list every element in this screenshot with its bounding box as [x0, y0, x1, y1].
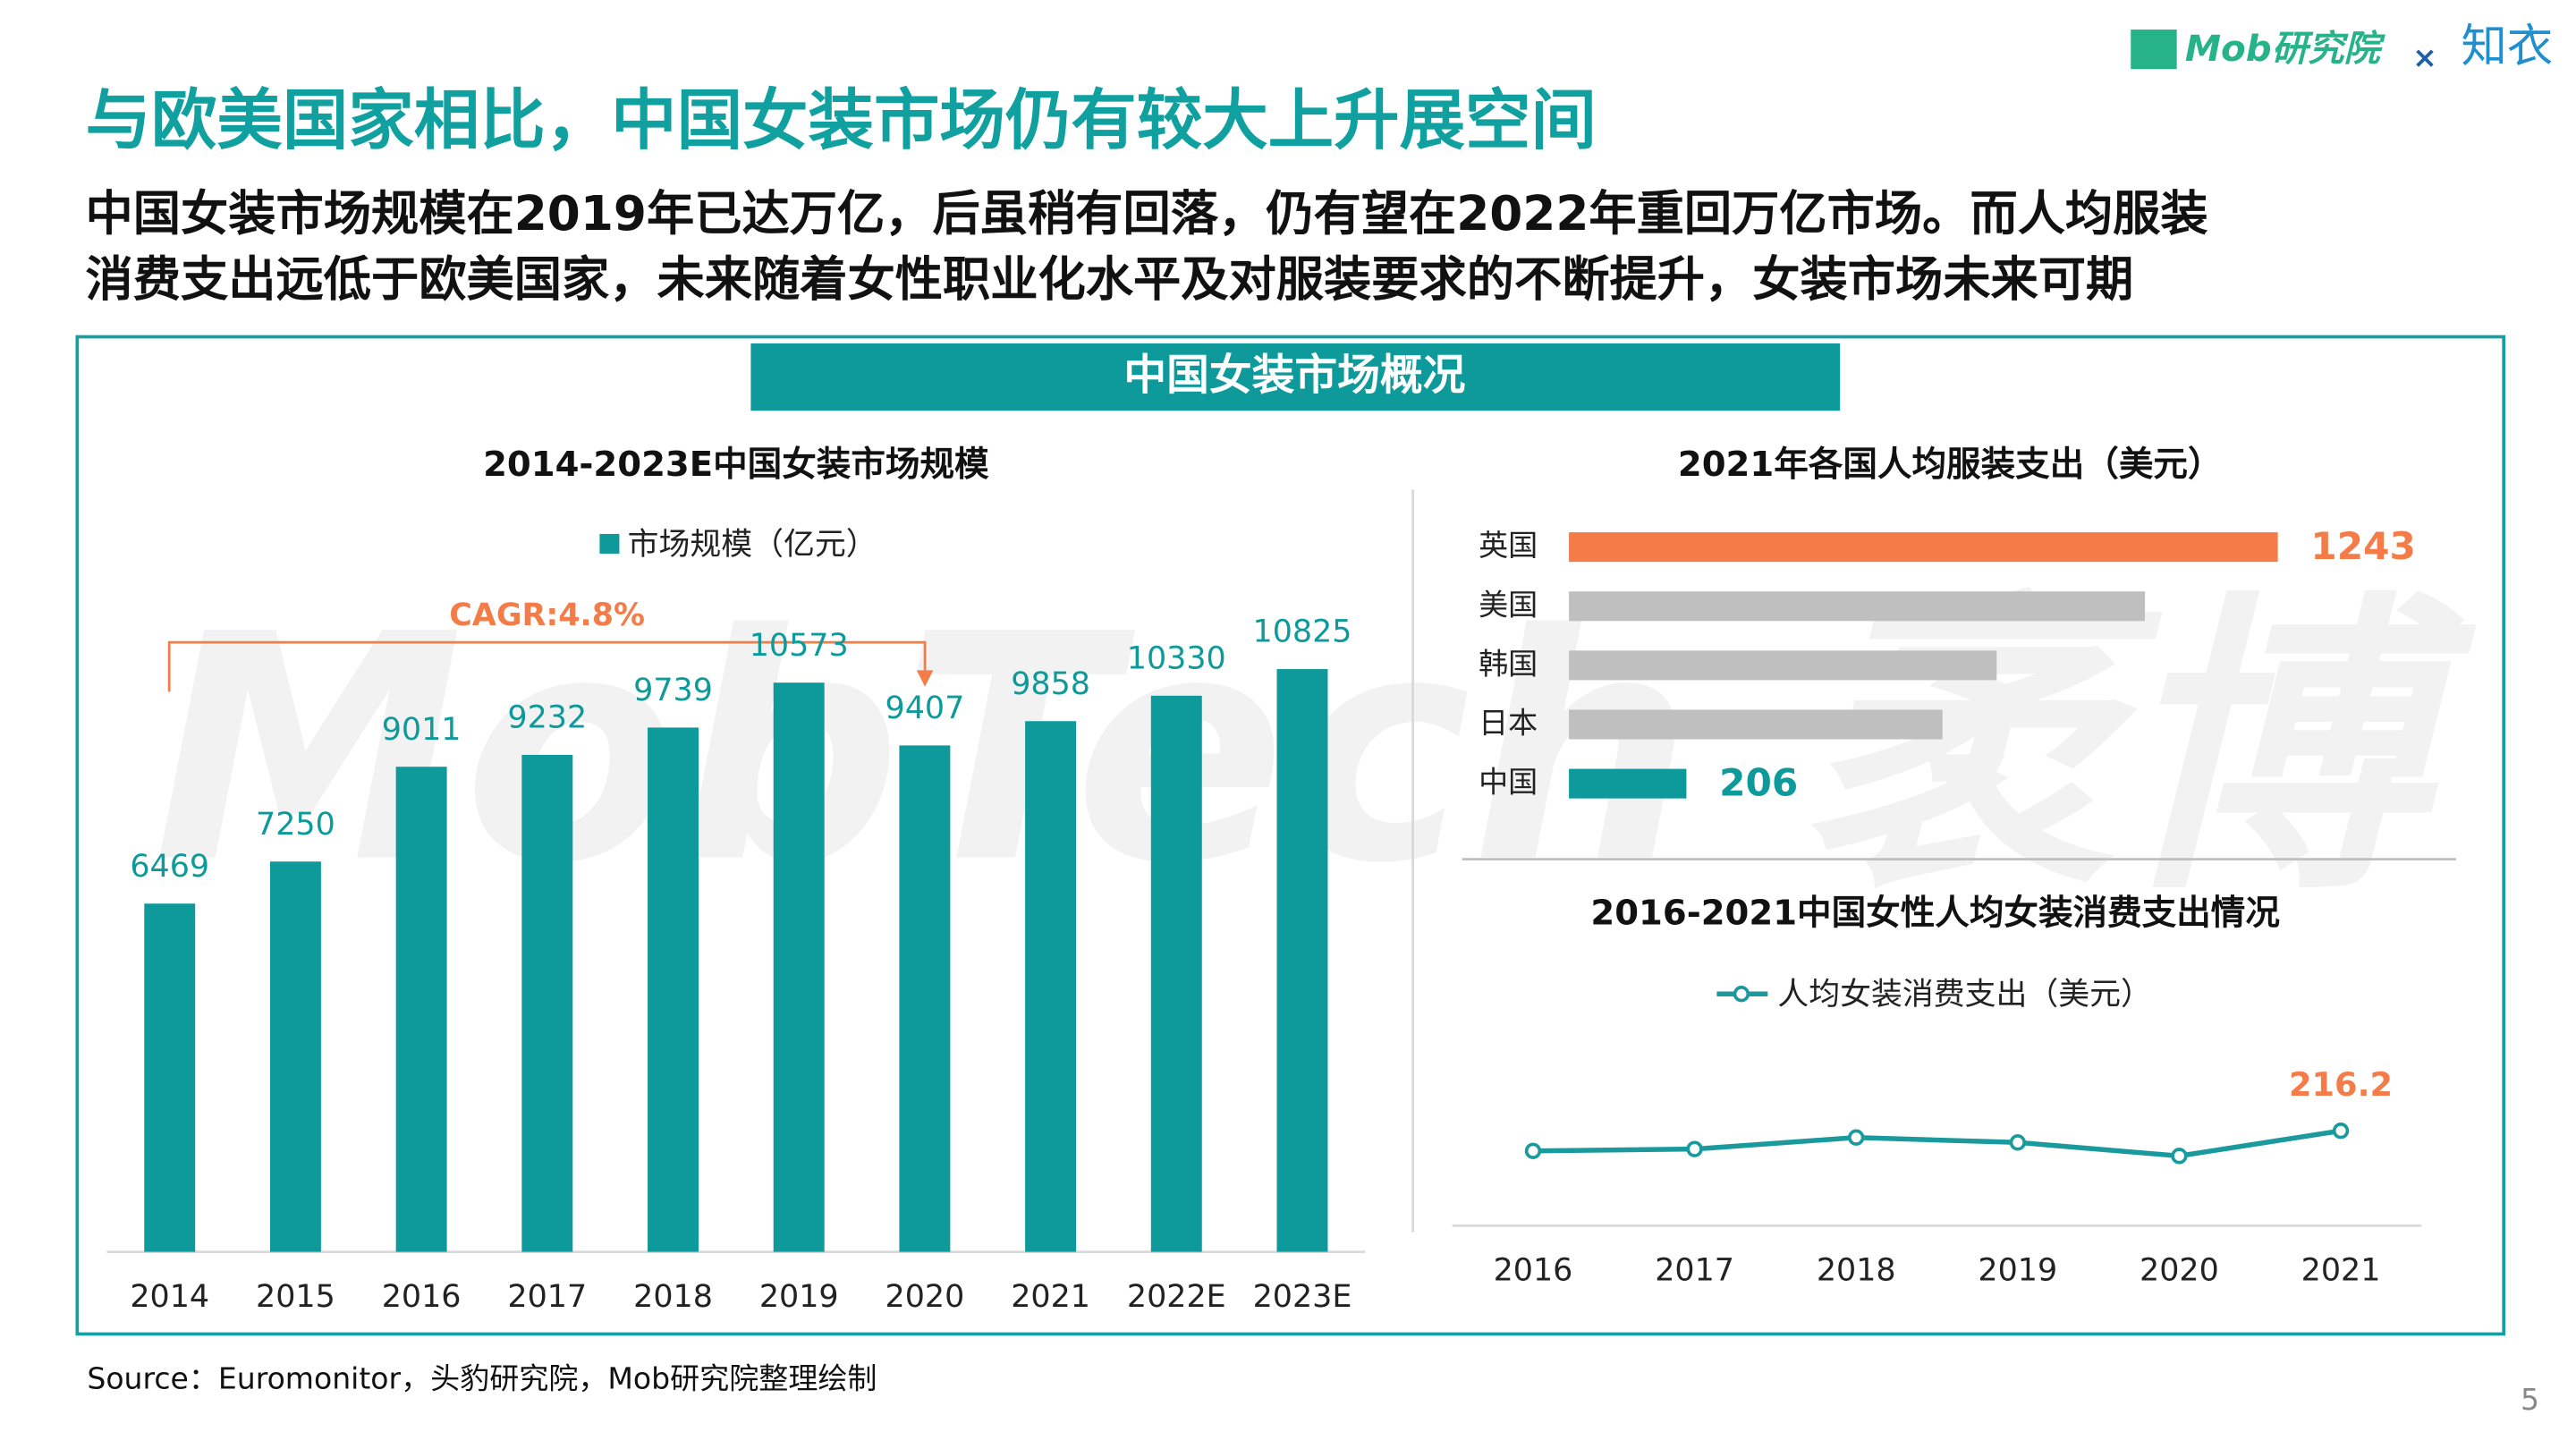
value-label: 9232	[507, 700, 587, 736]
logo-separator: ×	[2412, 40, 2437, 75]
x-tick-label: 2019	[759, 1279, 839, 1315]
chart-title: 2016-2021中国女性人均女装消费支出情况	[1590, 894, 2280, 934]
category-label: 韩国	[1479, 646, 1538, 681]
legend-swatch	[599, 533, 620, 554]
logo: Mob研究院	[2185, 27, 2386, 70]
line	[1532, 1128, 2342, 1159]
x-tick-label: 2018	[1817, 1253, 1896, 1289]
bar	[899, 745, 951, 1252]
value-label: 9011	[382, 712, 462, 748]
legend-marker	[1733, 986, 1750, 1003]
value-label: 1243	[2310, 524, 2416, 568]
category-label: 中国	[1479, 765, 1538, 800]
bar	[1150, 695, 1202, 1252]
panel-title: 中国女装市场概况	[1123, 351, 1465, 400]
bar	[1276, 669, 1328, 1252]
bar	[1569, 650, 1997, 681]
category-label: 英国	[1479, 528, 1538, 563]
value-label: 6469	[130, 849, 209, 885]
x-tick-label: 2017	[1655, 1253, 1734, 1289]
value-label: 10330	[1127, 640, 1226, 676]
panel-header	[750, 343, 1841, 411]
bar	[144, 903, 196, 1252]
cagr-bracket	[167, 640, 927, 692]
line-point	[1524, 1142, 1542, 1159]
x-tick-label: 2014	[130, 1279, 209, 1315]
x-tick-label: 2020	[886, 1279, 965, 1315]
page-number: 5	[2521, 1382, 2539, 1417]
bar	[773, 682, 825, 1252]
partner-logo: 知衣	[2461, 20, 2553, 73]
line-point	[2171, 1148, 2188, 1165]
category-label: 日本	[1479, 706, 1538, 741]
value-label: 206	[1719, 760, 1798, 804]
x-tick-label: 2016	[1494, 1253, 1573, 1289]
line-point	[1686, 1140, 1703, 1157]
source: Source：Euromonitor，头豹研究院，Mob研究院整理绘制	[87, 1360, 877, 1395]
bar	[521, 754, 573, 1252]
bar	[395, 767, 447, 1252]
legend-label: 市场规模（亿元）	[628, 527, 877, 563]
bar	[648, 727, 699, 1252]
x-tick-label: 2022E	[1127, 1279, 1226, 1315]
x-tick-label: 2019	[1978, 1253, 2057, 1289]
x-tick-label: 2018	[633, 1279, 713, 1315]
value-label: 10825	[1253, 614, 1352, 650]
value-label: 7250	[256, 807, 335, 843]
bar	[269, 861, 321, 1252]
chart-title: 2021年各国人均服装支出（美元）	[1678, 445, 2223, 485]
bar	[1025, 721, 1077, 1252]
bar	[1569, 768, 1687, 799]
value-label: 216.2	[2289, 1065, 2393, 1104]
x-tick-label: 2020	[2140, 1253, 2219, 1289]
x-tick-label: 2021	[2301, 1253, 2381, 1289]
x-tick-label: 2015	[256, 1279, 335, 1315]
value-label: 9739	[633, 673, 713, 708]
cagr-arrow	[916, 670, 934, 687]
bar	[1569, 709, 1943, 740]
page-title: 与欧美国家相比，中国女装市场仍有较大上升展空间	[86, 83, 1597, 159]
bar	[1569, 532, 2278, 563]
x-tick-label: 2017	[507, 1279, 587, 1315]
x-tick-label: 2021	[1011, 1279, 1090, 1315]
subtitle-line: 消费支出远低于欧美国家，未来随着女性职业化水平及对服装要求的不断提升，女装市场未…	[86, 252, 2134, 308]
annotation: CAGR:4.8%	[449, 597, 645, 633]
x-tick-label: 2023E	[1253, 1279, 1352, 1315]
value-label: 10573	[750, 628, 849, 664]
line-point	[2009, 1134, 2026, 1151]
x-tick-label: 2016	[382, 1279, 462, 1315]
line-point	[2332, 1123, 2350, 1140]
panel-frame	[75, 335, 2506, 1336]
chart-title: 2014-2023E中国女装市场规模	[483, 445, 989, 485]
value-label: 9858	[1011, 666, 1090, 702]
legend-label: 人均女装消费支出（美元）	[1777, 977, 2152, 1013]
line-point	[1848, 1129, 1865, 1146]
category-label: 美国	[1479, 587, 1538, 622]
subtitle-line: 中国女装市场规模在2019年已达万亿，后虽稍有回落，仍有望在2022年重回万亿市…	[86, 186, 2208, 242]
value-label: 9407	[886, 691, 965, 726]
logo-icon	[2131, 30, 2177, 70]
bar	[1569, 591, 2146, 622]
